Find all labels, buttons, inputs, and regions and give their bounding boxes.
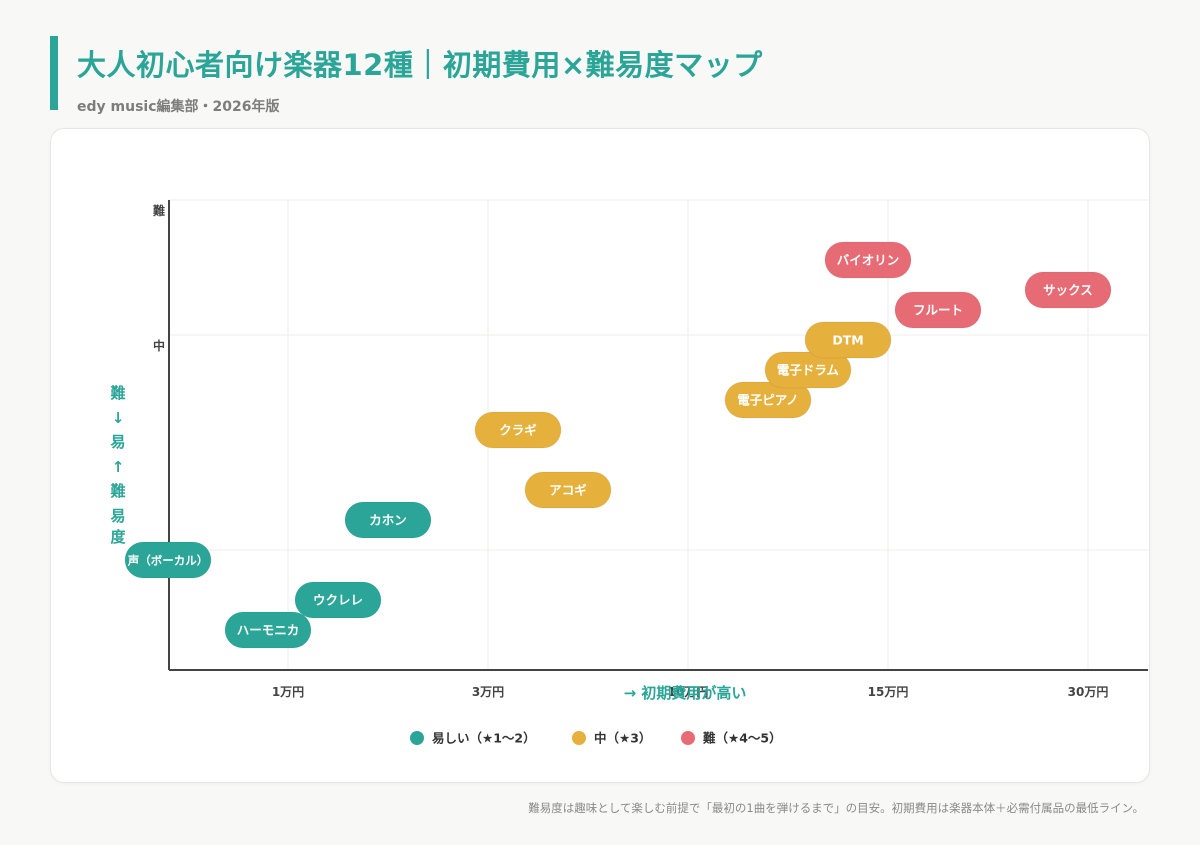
data-point-pill [1024,271,1112,309]
data-point: カホン [344,501,432,539]
data-point-pill [724,381,812,419]
footnote: 難易度は趣味として楽しむ前提で「最初の1曲を弾けるまで」の目安。初期費用は楽器本… [528,801,1144,815]
data-point-label: サックス [1043,283,1093,298]
data-point: 声（ボーカル） [124,541,212,579]
data-point-pill [344,501,432,539]
data-point-label: 声（ボーカル） [127,554,209,568]
x-tick-label: 1万円 [272,685,304,699]
data-point: バイオリン [824,241,912,279]
data-point: フルート [894,291,982,329]
title-block: 大人初心者向け楽器12種｜初期費用×難易度マップ edy music編集部・20… [50,36,763,115]
y-tick-label: 中 [153,338,165,353]
legend-swatch [681,731,695,745]
legend-swatch [410,731,424,745]
y-axis-label-char: 易 [110,507,125,525]
data-point-label: DTM [832,333,863,348]
data-point-pill [764,351,852,389]
data-point-pill [524,471,612,509]
y-axis-label-char: 難 [110,482,125,500]
chart-card: 1万円3万円10万円15万円30万円難中易 声（ボーカル）ハーモニカウクレレカホ… [50,128,1150,783]
x-axis-label: → 初期費用が高い [624,684,747,702]
x-tick-label: 30万円 [1068,685,1109,699]
chart-axes [168,200,1148,671]
data-point-label: ウクレレ [313,593,363,608]
y-axis-label-char: ↓ [112,409,125,427]
data-point: 電子ドラム [764,351,852,389]
data-point-pill [474,411,562,449]
data-point-label: アコギ [549,483,587,498]
data-point: アコギ [524,471,612,509]
legend-label: 易しい（★1〜2） [432,731,536,746]
data-point: ウクレレ [294,581,382,619]
legend-label: 難（★4〜5） [703,731,782,746]
data-point-pill [824,241,912,279]
scatter-chart: 1万円3万円10万円15万円30万円難中易 声（ボーカル）ハーモニカウクレレカホ… [110,199,1148,746]
x-tick-label: 15万円 [868,685,909,699]
legend-label: 中（★3） [594,731,651,746]
chart-axis-labels: 難↓易↑難易度→ 初期費用が高い [110,384,746,702]
y-axis-label-char: ↑ [112,458,125,476]
y-axis-label-char: 度 [110,528,126,546]
data-point-label: フルート [913,303,963,318]
data-point: クラギ [474,411,562,449]
data-point-pill [294,581,382,619]
data-point: ハーモニカ [224,611,312,649]
data-point-pill [894,291,982,329]
data-point-pill [124,541,212,579]
x-tick-label: 10万円 [668,685,709,699]
y-axis-label-char: 易 [110,433,125,451]
page-title: 大人初心者向け楽器12種｜初期費用×難易度マップ [77,48,763,82]
data-point-label: カホン [369,513,407,528]
data-point-pill [804,321,892,359]
legend-swatch [572,731,586,745]
data-point-label: 電子ドラム [777,363,840,378]
chart-legend: 易しい（★1〜2） 中（★3） 難（★4〜5） [410,731,782,746]
data-point-label: クラギ [499,423,537,438]
data-point: 電子ピアノ [724,381,812,419]
data-point-pill [224,611,312,649]
data-point-label: 電子ピアノ [737,393,798,408]
page-subtitle: edy music編集部・2026年版 [77,99,280,115]
data-point-label: ハーモニカ [237,623,300,638]
y-tick-label: 難 [153,203,165,218]
data-point: サックス [1024,271,1112,309]
data-point: DTM [804,321,892,359]
data-point-label: バイオリン [837,253,900,268]
x-tick-label: 3万円 [472,685,504,699]
y-axis-label-char: 難 [110,384,125,402]
